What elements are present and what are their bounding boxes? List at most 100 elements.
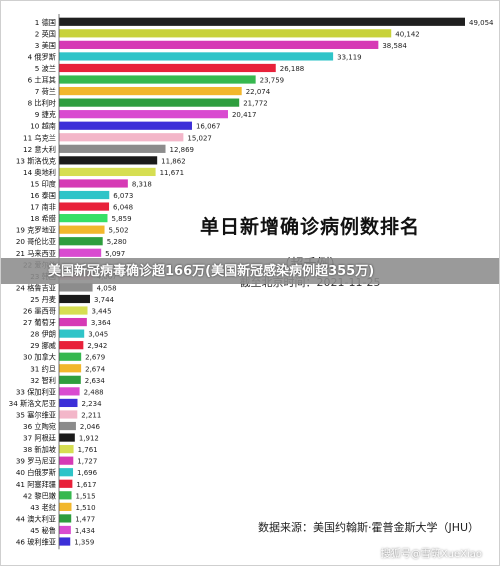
category-label: 26 墨西哥 [23, 307, 56, 316]
bar [59, 537, 71, 546]
value-label: 5,859 [111, 215, 131, 223]
value-label: 6,048 [113, 204, 133, 212]
category-label: 44 澳大利亚 [16, 514, 56, 523]
bar [59, 52, 334, 61]
value-label: 21,772 [243, 100, 268, 108]
category-label: 9 捷克 [35, 110, 56, 119]
value-label: 1,696 [77, 469, 98, 477]
category-label: 16 泰国 [30, 191, 56, 200]
value-label: 2,679 [85, 354, 105, 362]
value-label: 1,912 [79, 435, 99, 443]
value-label: 33,119 [337, 53, 362, 61]
bar [59, 214, 108, 223]
value-label: 4,058 [97, 284, 117, 292]
category-label: 37 阿根廷 [23, 434, 56, 443]
value-label: 3,445 [92, 308, 112, 316]
bar [59, 40, 379, 49]
watermark: 搜狐号@雪筑XueXiao [380, 549, 482, 560]
category-label: 40 白俄罗斯 [16, 468, 56, 477]
category-label: 18 希腊 [30, 214, 56, 223]
bar [59, 525, 71, 535]
bar [59, 306, 88, 315]
value-label: 2,488 [84, 388, 104, 396]
value-label: 2,211 [81, 411, 101, 419]
value-label: 5,280 [107, 238, 127, 246]
value-label: 1,477 [75, 515, 95, 523]
bar [59, 421, 76, 431]
category-label: 12 意大利 [23, 145, 56, 154]
bar [59, 410, 78, 419]
category-label: 45 秘鲁 [30, 526, 56, 535]
bar [59, 190, 110, 200]
bar [59, 237, 103, 246]
value-label: 40,142 [395, 30, 420, 38]
category-label: 19 克罗地亚 [16, 226, 56, 235]
value-label: 2,634 [85, 377, 106, 385]
value-label: 2,942 [87, 342, 107, 350]
bar [59, 98, 240, 107]
value-label: 12,869 [170, 146, 195, 154]
value-label: 2,234 [81, 400, 102, 408]
value-label: 2,674 [85, 365, 106, 373]
bar [59, 248, 102, 257]
bar [59, 375, 81, 384]
value-label: 1,761 [78, 446, 98, 454]
bar [59, 364, 82, 373]
category-label: 43 老挝 [30, 503, 56, 512]
value-label: 23,759 [260, 77, 285, 85]
bar [59, 202, 110, 211]
category-label: 34 斯洛文尼亚 [9, 399, 56, 408]
category-label: 7 荷兰 [35, 87, 56, 96]
category-label: 31 约旦 [30, 364, 56, 373]
bar [59, 133, 184, 142]
bar [59, 17, 465, 26]
value-label: 8,318 [132, 180, 152, 188]
value-label: 11,862 [161, 157, 186, 165]
bar [59, 75, 256, 84]
value-label: 15,027 [187, 134, 212, 142]
value-label: 1,617 [76, 481, 96, 489]
category-label: 33 保加利亚 [16, 387, 56, 396]
value-label: 3,744 [94, 296, 115, 304]
bar [59, 445, 74, 454]
bar [59, 329, 85, 338]
value-label: 22,074 [246, 88, 271, 96]
chart-source: 数据来源：美国约翰斯·霍普金斯大学（JHU） [258, 521, 480, 534]
bar [59, 317, 87, 327]
category-label: 27 葡萄牙 [23, 318, 56, 327]
category-label: 25 丹麦 [30, 295, 56, 304]
value-label: 1,359 [74, 539, 94, 547]
bar [59, 514, 72, 523]
category-label: 42 黎巴嫩 [23, 491, 56, 500]
bar [59, 502, 72, 511]
category-label: 6 土耳其 [28, 76, 56, 85]
category-label: 29 挪威 [30, 341, 56, 350]
value-label: 11,671 [160, 169, 185, 177]
category-label: 13 斯洛伐克 [16, 156, 56, 165]
bar [59, 225, 105, 234]
bar [59, 86, 242, 96]
category-label: 39 罗马尼亚 [16, 457, 56, 466]
bar [59, 294, 90, 304]
bar [59, 283, 93, 292]
value-label: 3,364 [91, 319, 112, 327]
bar [59, 479, 73, 488]
category-label: 3 美国 [35, 41, 56, 50]
bar [59, 179, 128, 188]
value-label: 2,046 [80, 423, 101, 431]
value-label: 38,584 [382, 42, 407, 50]
value-label: 5,502 [109, 227, 129, 235]
value-label: 49,054 [469, 19, 494, 27]
bar [59, 352, 82, 361]
headline-text: 美国新冠病毒确诊超166万(美国新冠感染病例超355万) [48, 264, 375, 279]
bar [59, 433, 75, 442]
category-label: 24 格鲁吉亚 [16, 283, 56, 292]
value-label: 1,510 [75, 504, 95, 512]
headline-banner [0, 258, 500, 284]
value-label: 3,045 [88, 331, 108, 339]
category-label: 5 波兰 [35, 64, 56, 73]
value-label: 1,727 [77, 458, 97, 466]
category-label: 35 塞尔维亚 [16, 410, 56, 419]
category-label: 15 印度 [30, 179, 56, 188]
